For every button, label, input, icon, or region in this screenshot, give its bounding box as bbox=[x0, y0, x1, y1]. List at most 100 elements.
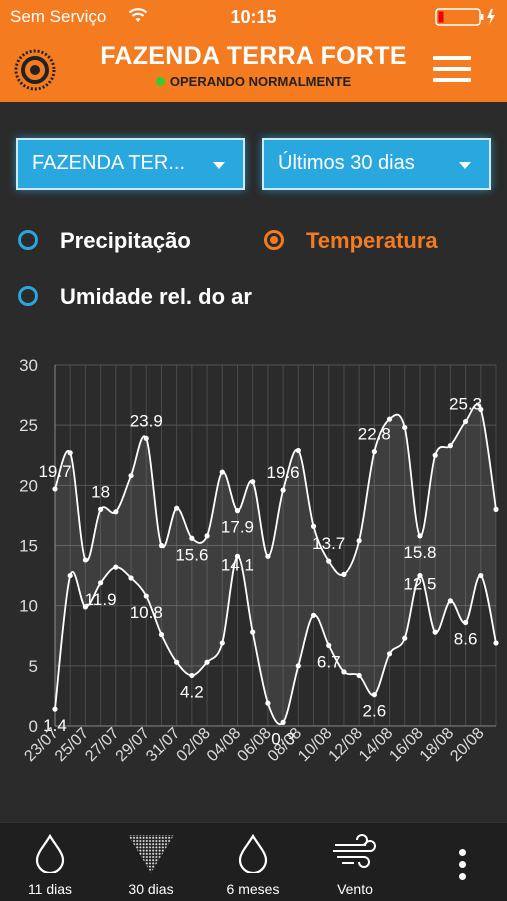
max-data-point bbox=[371, 449, 377, 455]
wind-icon bbox=[333, 834, 376, 868]
min-data-point bbox=[158, 631, 165, 638]
period-select[interactable]: Últimos 30 dias bbox=[262, 138, 491, 190]
max-data-point bbox=[234, 508, 241, 514]
min-data-point bbox=[356, 672, 362, 679]
radio-label: Umidade rel. do ar bbox=[60, 284, 252, 309]
x-tick-label: 10/08 bbox=[295, 725, 335, 765]
max-data-point bbox=[128, 473, 134, 479]
min-data-point bbox=[493, 640, 499, 646]
min-data-point bbox=[371, 692, 377, 698]
min-data-point bbox=[189, 672, 195, 679]
data-label: 8.6 bbox=[454, 630, 478, 649]
more-dot bbox=[459, 861, 466, 868]
radio-label: Temperatura bbox=[306, 228, 438, 253]
tab-label: 30 dias bbox=[128, 881, 174, 897]
min-data-point bbox=[128, 575, 134, 581]
data-label: 11.9 bbox=[85, 590, 117, 609]
max-data-point bbox=[98, 506, 104, 512]
drop-icon bbox=[238, 833, 268, 873]
y-tick-label: 10 bbox=[19, 597, 38, 616]
tab-30-dias[interactable]: 30 dias bbox=[101, 823, 201, 901]
tab-label: Vento bbox=[337, 881, 373, 897]
data-label: 15.8 bbox=[403, 543, 436, 562]
min-data-point bbox=[113, 564, 119, 570]
min-data-point bbox=[143, 593, 149, 599]
min-data-point bbox=[326, 642, 332, 648]
max-data-point bbox=[52, 486, 58, 492]
max-data-point bbox=[280, 487, 286, 493]
max-data-point bbox=[67, 450, 73, 456]
tab-11-dias[interactable]: 11 dias bbox=[0, 823, 100, 901]
temperature-chart: 0 5 10 15 20 25 30 19.7 18 23.9 15.6 17.9 19.6 13.7 22… bbox=[19, 356, 499, 765]
data-label: 19.6 bbox=[267, 463, 300, 482]
status-bar: Sem Serviço 10:15 bbox=[0, 0, 507, 34]
min-data-point bbox=[98, 580, 104, 586]
max-data-point bbox=[143, 435, 149, 442]
max-data-point bbox=[326, 558, 332, 564]
data-label: 4.2 bbox=[180, 682, 204, 701]
min-data-point bbox=[432, 629, 438, 635]
more-options-button[interactable] bbox=[459, 849, 467, 883]
radio-circle-icon bbox=[18, 230, 38, 250]
tab-label: 11 dias bbox=[27, 881, 73, 897]
battery-icon bbox=[435, 8, 495, 26]
status-dot-icon bbox=[155, 77, 165, 87]
y-tick-label: 30 bbox=[19, 356, 38, 375]
x-tick-label: 27/07 bbox=[82, 725, 122, 765]
tab-6-meses[interactable]: 6 meses bbox=[203, 823, 303, 901]
range-fill bbox=[55, 404, 496, 725]
x-tick-label: 06/08 bbox=[234, 725, 274, 765]
min-data-point bbox=[265, 700, 271, 706]
hamburger-line bbox=[433, 67, 471, 71]
x-tick-label: 16/08 bbox=[386, 725, 426, 765]
max-data-point bbox=[82, 557, 89, 563]
more-dots-icon bbox=[459, 849, 466, 856]
clock-text: 10:15 bbox=[230, 7, 277, 27]
data-label: 1.4 bbox=[43, 716, 67, 735]
radio-circle-icon bbox=[264, 230, 284, 250]
min-data-point bbox=[82, 604, 89, 610]
hamburger-icon bbox=[433, 56, 471, 60]
max-data-point bbox=[310, 523, 317, 529]
max-data-point bbox=[462, 418, 469, 425]
data-label: 12.5 bbox=[403, 575, 436, 594]
max-data-point bbox=[386, 416, 393, 422]
x-tick-label: 18/08 bbox=[417, 725, 457, 765]
logo-icon bbox=[14, 49, 56, 91]
data-label: 18 bbox=[91, 482, 110, 501]
max-data-point bbox=[295, 447, 301, 454]
tab-vento[interactable]: Vento bbox=[305, 823, 405, 901]
max-data-point bbox=[265, 553, 271, 559]
max-data-point bbox=[113, 509, 119, 515]
min-data-point bbox=[447, 598, 453, 604]
data-label: 23.9 bbox=[130, 411, 163, 430]
data-label: 19.7 bbox=[38, 462, 71, 481]
tab-label: 6 meses bbox=[226, 881, 280, 897]
min-data-point bbox=[174, 659, 180, 665]
series-max-line bbox=[54, 403, 497, 577]
max-data-point bbox=[341, 571, 347, 577]
min-data-point bbox=[310, 612, 317, 618]
period-select-value: Últimos 30 dias bbox=[278, 152, 415, 174]
y-tick-label: 0 bbox=[29, 717, 38, 736]
farm-select[interactable]: FAZENDA TER... bbox=[16, 138, 245, 190]
max-data-point bbox=[174, 505, 180, 511]
caret-down-icon bbox=[459, 162, 471, 169]
min-data-point bbox=[204, 659, 210, 665]
min-data-point bbox=[386, 651, 393, 657]
max-data-point bbox=[356, 538, 362, 544]
min-data-point bbox=[341, 669, 347, 675]
max-data-point bbox=[447, 443, 453, 449]
min-data-point bbox=[478, 572, 484, 579]
x-tick-label: 04/08 bbox=[204, 725, 244, 765]
min-data-point bbox=[417, 572, 423, 579]
y-tick-label: 15 bbox=[19, 537, 38, 556]
min-data-point bbox=[67, 572, 73, 579]
more-dot bbox=[459, 873, 466, 880]
app-header: Sem Serviço 10:15 FAZENDA TERRA FORTE OP… bbox=[0, 0, 507, 102]
bottom-tab-bar: 11 dias 30 dias 6 meses Vento bbox=[0, 822, 507, 901]
min-data-point bbox=[250, 629, 256, 635]
max-data-point bbox=[250, 479, 256, 485]
menu-button[interactable] bbox=[433, 56, 471, 82]
x-tick-label: 31/07 bbox=[143, 725, 183, 765]
